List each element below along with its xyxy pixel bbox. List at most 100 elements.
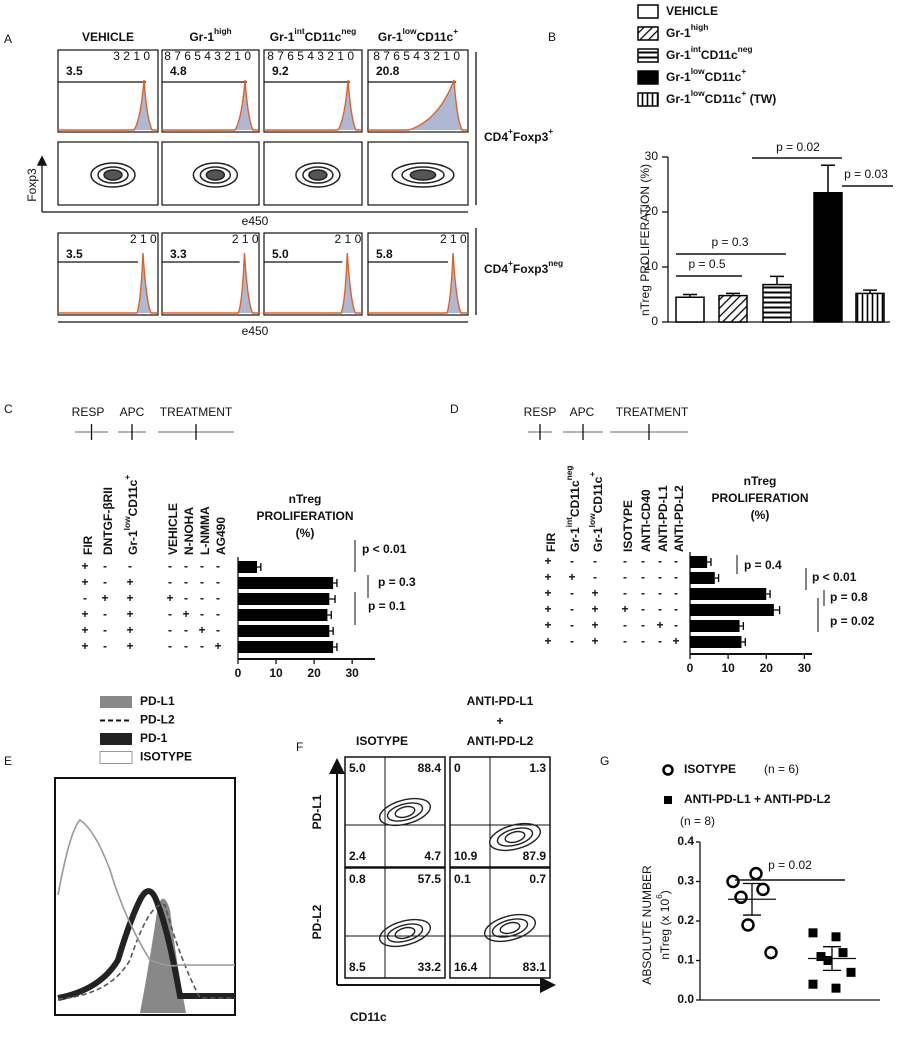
quadrant-value: 1.3	[529, 761, 546, 775]
matrix-cell: -	[658, 586, 662, 600]
matrix-cell: -	[641, 602, 645, 616]
matrix-cell: +	[126, 607, 133, 621]
gate-percent: 9.2	[272, 64, 289, 78]
matrix-cell: -	[168, 623, 172, 637]
bar	[690, 604, 774, 616]
quadrant-value: 87.9	[523, 849, 547, 863]
text-part: +	[508, 126, 513, 136]
text-part: VEHICLE	[666, 4, 718, 18]
error-bar	[773, 606, 781, 614]
matrix-cell: -	[641, 570, 645, 584]
contour	[394, 805, 416, 819]
gate-scale: 2 1 0	[130, 232, 157, 246]
text-part: CD11c	[705, 92, 742, 106]
y-tick-label: 0.0	[677, 992, 694, 1006]
error-bar	[257, 563, 262, 571]
matrix-cell: -	[184, 559, 188, 573]
legend-label: ISOTYPE	[684, 762, 736, 776]
legend-label: PD-L1	[140, 694, 175, 708]
error-bar	[329, 627, 334, 635]
column-label: ANTI-CD40	[639, 489, 653, 552]
text-part: neg	[564, 465, 574, 480]
text-part: high	[214, 26, 232, 36]
matrix-cell: +	[544, 570, 551, 584]
histogram-curve	[58, 79, 158, 131]
matrix-cell: -	[658, 634, 662, 648]
error-bar	[327, 611, 332, 619]
matrix-cell: -	[623, 570, 627, 584]
panel-letter: B	[548, 30, 556, 44]
legend-label: VEHICLE	[666, 4, 718, 18]
histogram-curve	[264, 252, 362, 314]
matrix-cell: -	[570, 634, 574, 648]
x-axis-label: CD11c	[350, 1010, 387, 1024]
bar	[690, 556, 708, 568]
legend-swatch	[99, 751, 133, 764]
histogram-box	[263, 232, 363, 316]
row-label: PD-L1	[310, 794, 324, 829]
legend-count: (n = 6)	[764, 762, 799, 776]
chart-title: nTreg	[289, 492, 322, 506]
bar	[855, 292, 885, 323]
text-part: Gr-1	[666, 48, 691, 62]
column-header: ANTI-PD-L1	[467, 694, 534, 708]
matrix-cell: +	[544, 634, 551, 648]
y-tick-label: 10	[645, 259, 659, 273]
matrix-cell: +	[101, 591, 108, 605]
text-part: low	[691, 66, 705, 76]
gate-percent: 5.8	[376, 247, 393, 261]
matrix-cell: -	[200, 639, 204, 653]
p-value: p = 0.02	[830, 614, 875, 628]
quadrant-value: 83.1	[523, 960, 547, 974]
text-part: ANTI-PD-L1	[656, 485, 670, 552]
contour	[496, 827, 534, 847]
legend-label: Gr-1lowCD11c+	[666, 66, 746, 84]
p-value: p = 0.3	[378, 575, 416, 589]
legend-label: ANTI-PD-L1 + ANTI-PD-L2	[684, 792, 831, 806]
panel-letter: C	[4, 402, 13, 416]
column-header: ANTI-PD-L2	[467, 734, 534, 748]
x-tick-label: 0	[687, 661, 694, 675]
gate-scale: 2 1 0	[232, 232, 259, 246]
text-part: int	[564, 517, 574, 527]
text-part: high	[691, 22, 709, 32]
error-bar	[821, 164, 835, 193]
x-axis-label: e450	[242, 324, 269, 338]
plot-box	[449, 867, 551, 979]
matrix-cell: -	[593, 554, 597, 568]
error-bar	[714, 574, 720, 582]
matrix-cell: -	[641, 618, 645, 632]
data-point	[749, 866, 763, 881]
matrix-cell: +	[198, 623, 205, 637]
p-value: p = 0.5	[688, 257, 725, 271]
gate-scale: 2 1 0	[440, 232, 467, 246]
text-part: +	[741, 66, 746, 76]
text-part: +	[548, 126, 553, 136]
contour	[409, 169, 437, 181]
matrix-cell: +	[544, 618, 551, 632]
quadrant-value: 8.5	[349, 960, 366, 974]
matrix-cell: -	[641, 634, 645, 648]
y-tick-label: 30	[645, 149, 659, 163]
bar	[238, 609, 328, 621]
histogram-box	[367, 232, 469, 316]
text-part: CD11c	[591, 476, 605, 513]
matrix-cell: -	[168, 639, 172, 653]
contour-box	[263, 141, 363, 206]
p-value: p < 0.01	[362, 542, 407, 556]
contour	[192, 162, 239, 188]
histogram-fill	[162, 253, 259, 313]
matrix-cell: -	[623, 586, 627, 600]
text-part: ANTI-CD40	[639, 489, 653, 552]
plot-box	[344, 867, 446, 979]
contour-box	[161, 141, 260, 206]
text-part: Gr-1	[270, 30, 295, 44]
text-part: )	[658, 890, 672, 894]
quadrant-value: 0	[454, 761, 461, 775]
x-tick-label: 10	[721, 661, 735, 675]
contour	[308, 169, 328, 181]
legend-count: (n = 8)	[680, 814, 715, 828]
data-point	[823, 956, 833, 965]
bar	[690, 588, 767, 600]
contour	[90, 162, 136, 188]
